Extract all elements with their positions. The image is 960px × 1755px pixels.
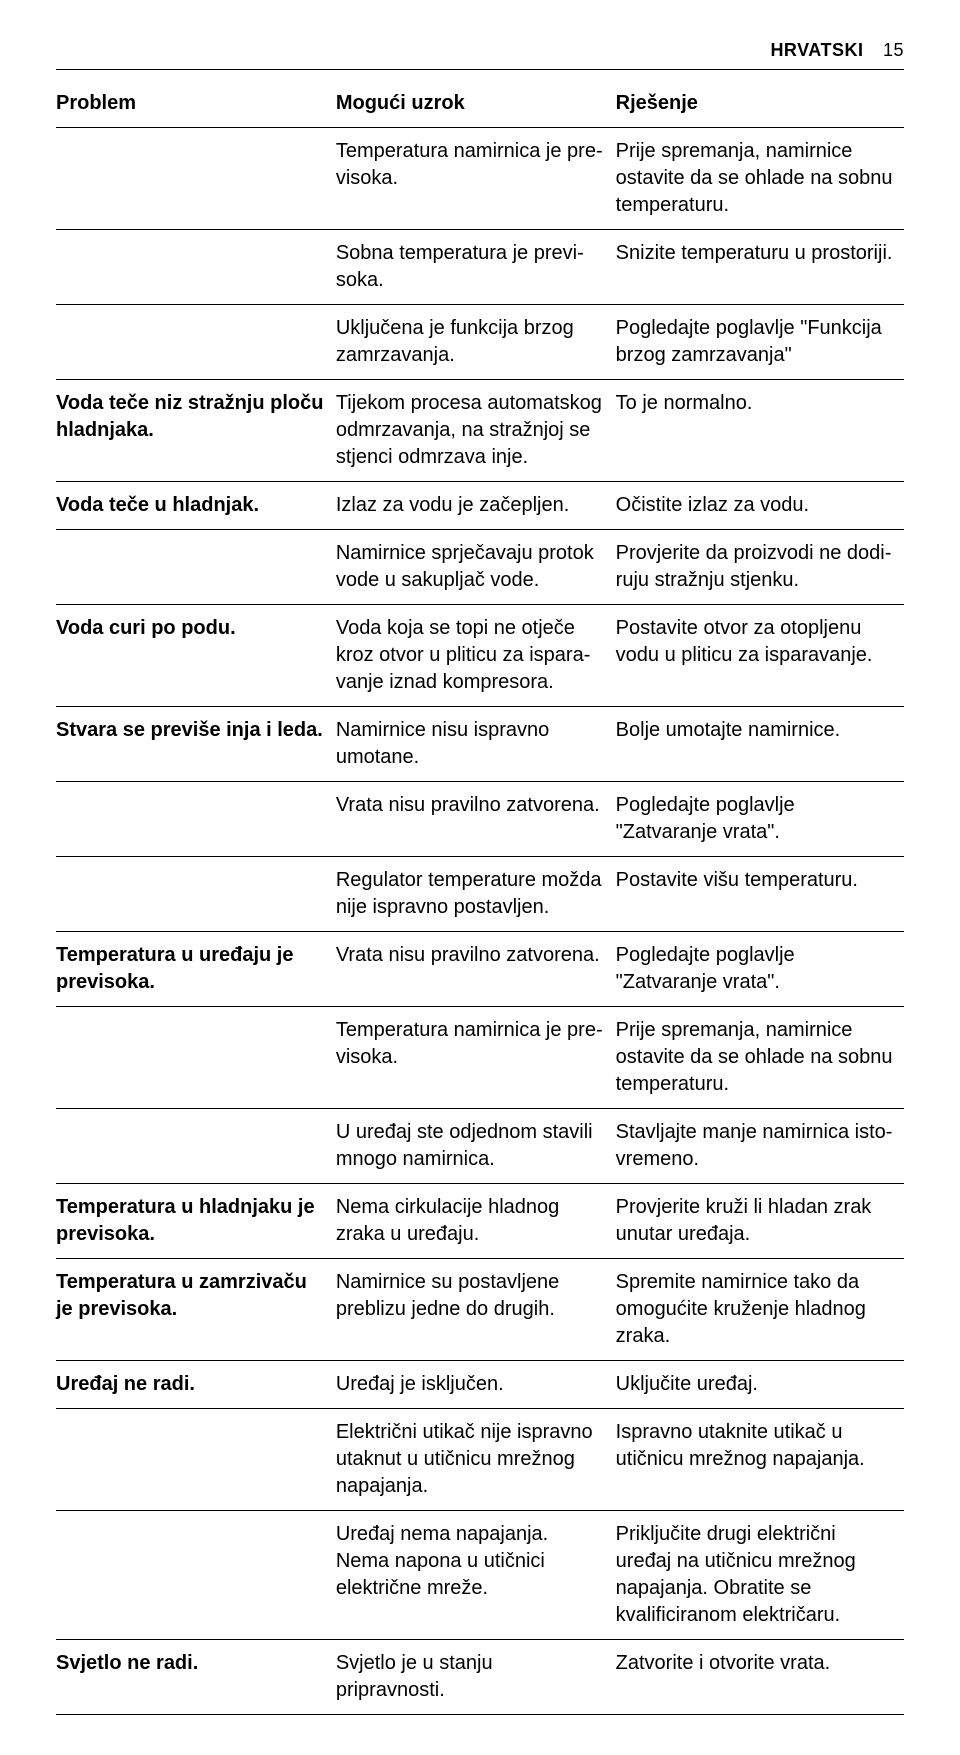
table-row: Električni utikač nije ispravno utaknut …: [56, 1409, 904, 1511]
cell-problem: Uređaj ne radi.: [56, 1361, 336, 1409]
cell-problem: [56, 1511, 336, 1640]
cell-solution: Snizite temperaturu u prostoriji.: [616, 230, 904, 305]
table-row: Temperatura namirnica je pre­visoka.Prij…: [56, 1007, 904, 1109]
cell-solution: Zatvorite i otvorite vrata.: [616, 1640, 904, 1715]
cell-problem: Temperatura u uređaju je previsoka.: [56, 932, 336, 1007]
cell-solution: Provjerite da proizvodi ne dodi­ruju str…: [616, 530, 904, 605]
cell-solution: Provjerite kruži li hladan zrak unutar u…: [616, 1184, 904, 1259]
cell-problem: [56, 1409, 336, 1511]
table-row: Regulator temperature možda nije ispravn…: [56, 857, 904, 932]
col-cause: Mogući uzrok: [336, 84, 616, 128]
cell-solution: Uključite uređaj.: [616, 1361, 904, 1409]
cell-problem: [56, 857, 336, 932]
cell-solution: Priključite drugi električni uređaj na u…: [616, 1511, 904, 1640]
cell-solution: Postavite otvor za otopljenu vo­du u pli…: [616, 605, 904, 707]
cell-cause: Sobna temperatura je previ­soka.: [336, 230, 616, 305]
cell-cause: Regulator temperature možda nije ispravn…: [336, 857, 616, 932]
cell-solution: Bolje umotajte namirnice.: [616, 707, 904, 782]
cell-problem: [56, 128, 336, 230]
cell-problem: Voda teče niz stražnju ploču hladnjaka.: [56, 380, 336, 482]
page-header: HRVATSKI 15: [56, 40, 904, 70]
cell-cause: Uređaj nema napajanja. Nema napona u uti…: [336, 1511, 616, 1640]
table-row: Vrata nisu pravilno zatvorena.Pogledajte…: [56, 782, 904, 857]
cell-cause: Svjetlo je u stanju pripravnosti.: [336, 1640, 616, 1715]
table-row: Temperatura u zamrzivaču je previsoka.Na…: [56, 1259, 904, 1361]
cell-cause: Električni utikač nije ispravno utaknut …: [336, 1409, 616, 1511]
cell-problem: Temperatura u zamrzivaču je previsoka.: [56, 1259, 336, 1361]
cell-solution: Pogledajte poglavlje "Zatvaranje vrata".: [616, 932, 904, 1007]
table-row: Stvara se previše inja i leda.Namirnice …: [56, 707, 904, 782]
troubleshooting-table: Problem Mogući uzrok Rješenje Temperatur…: [56, 84, 904, 1715]
cell-cause: Voda koja se topi ne otječe kroz otvor u…: [336, 605, 616, 707]
cell-problem: [56, 305, 336, 380]
cell-cause: Temperatura namirnica je pre­visoka.: [336, 128, 616, 230]
cell-cause: Uređaj je isključen.: [336, 1361, 616, 1409]
table-row: Uređaj ne radi.Uređaj je isključen.Uklju…: [56, 1361, 904, 1409]
table-row: Voda curi po podu.Voda koja se topi ne o…: [56, 605, 904, 707]
table-row: Temperatura u hladnjaku je previsoka.Nem…: [56, 1184, 904, 1259]
cell-problem: [56, 230, 336, 305]
cell-solution: Postavite višu temperaturu.: [616, 857, 904, 932]
cell-cause: Nema cirkulacije hladnog zraka u uređaju…: [336, 1184, 616, 1259]
cell-solution: Očistite izlaz za vodu.: [616, 482, 904, 530]
cell-solution: Pogledajte poglavlje "Zatvaranje vrata".: [616, 782, 904, 857]
table-row: Namirnice sprječavaju protok vode u saku…: [56, 530, 904, 605]
cell-solution: Prije spremanja, namirnice osta­vite da …: [616, 1007, 904, 1109]
table-row: U uređaj ste odjednom stavili mnogo nami…: [56, 1109, 904, 1184]
cell-solution: To je normalno.: [616, 380, 904, 482]
table-row: Voda teče niz stražnju ploču hladnjaka.T…: [56, 380, 904, 482]
table-row: Uključena je funkcija brzog zamrzavanja.…: [56, 305, 904, 380]
cell-cause: Temperatura namirnica je pre­visoka.: [336, 1007, 616, 1109]
cell-cause: Uključena je funkcija brzog zamrzavanja.: [336, 305, 616, 380]
cell-problem: Svjetlo ne radi.: [56, 1640, 336, 1715]
cell-cause: Namirnice su postavljene preblizu jedne …: [336, 1259, 616, 1361]
cell-solution: Pogledajte poglavlje "Funkcija brzog zam…: [616, 305, 904, 380]
cell-problem: Voda teče u hladnjak.: [56, 482, 336, 530]
cell-cause: Namirnice sprječavaju protok vode u saku…: [336, 530, 616, 605]
cell-cause: Namirnice nisu ispravno umotane.: [336, 707, 616, 782]
cell-problem: Voda curi po podu.: [56, 605, 336, 707]
table-row: Temperatura namirnica je pre­visoka.Prij…: [56, 128, 904, 230]
table-row: Uređaj nema napajanja. Nema napona u uti…: [56, 1511, 904, 1640]
cell-cause: Tijekom procesa automatskog odmrzavanja,…: [336, 380, 616, 482]
cell-solution: Stavljajte manje namirnica isto­vremeno.: [616, 1109, 904, 1184]
cell-cause: Izlaz za vodu je začepljen.: [336, 482, 616, 530]
cell-problem: Stvara se previše inja i leda.: [56, 707, 336, 782]
page-number: 15: [883, 40, 904, 60]
language-label: HRVATSKI: [770, 40, 863, 60]
table-row: Temperatura u uređaju je previsoka.Vrata…: [56, 932, 904, 1007]
table-row: Svjetlo ne radi.Svjetlo je u stanju prip…: [56, 1640, 904, 1715]
table-body: Temperatura namirnica je pre­visoka.Prij…: [56, 128, 904, 1715]
cell-problem: [56, 782, 336, 857]
cell-solution: Prije spremanja, namirnice osta­vite da …: [616, 128, 904, 230]
cell-problem: [56, 1109, 336, 1184]
col-solution: Rješenje: [616, 84, 904, 128]
cell-cause: Vrata nisu pravilno zatvorena.: [336, 932, 616, 1007]
table-header-row: Problem Mogući uzrok Rješenje: [56, 84, 904, 128]
col-problem: Problem: [56, 84, 336, 128]
cell-problem: [56, 1007, 336, 1109]
table-row: Voda teče u hladnjak.Izlaz za vodu je za…: [56, 482, 904, 530]
cell-cause: U uređaj ste odjednom stavili mnogo nami…: [336, 1109, 616, 1184]
cell-cause: Vrata nisu pravilno zatvorena.: [336, 782, 616, 857]
cell-solution: Ispravno utaknite utikač u utični­cu mre…: [616, 1409, 904, 1511]
cell-solution: Spremite namirnice tako da omogućite kru…: [616, 1259, 904, 1361]
cell-problem: Temperatura u hladnjaku je previsoka.: [56, 1184, 336, 1259]
table-row: Sobna temperatura je previ­soka.Snizite …: [56, 230, 904, 305]
cell-problem: [56, 530, 336, 605]
